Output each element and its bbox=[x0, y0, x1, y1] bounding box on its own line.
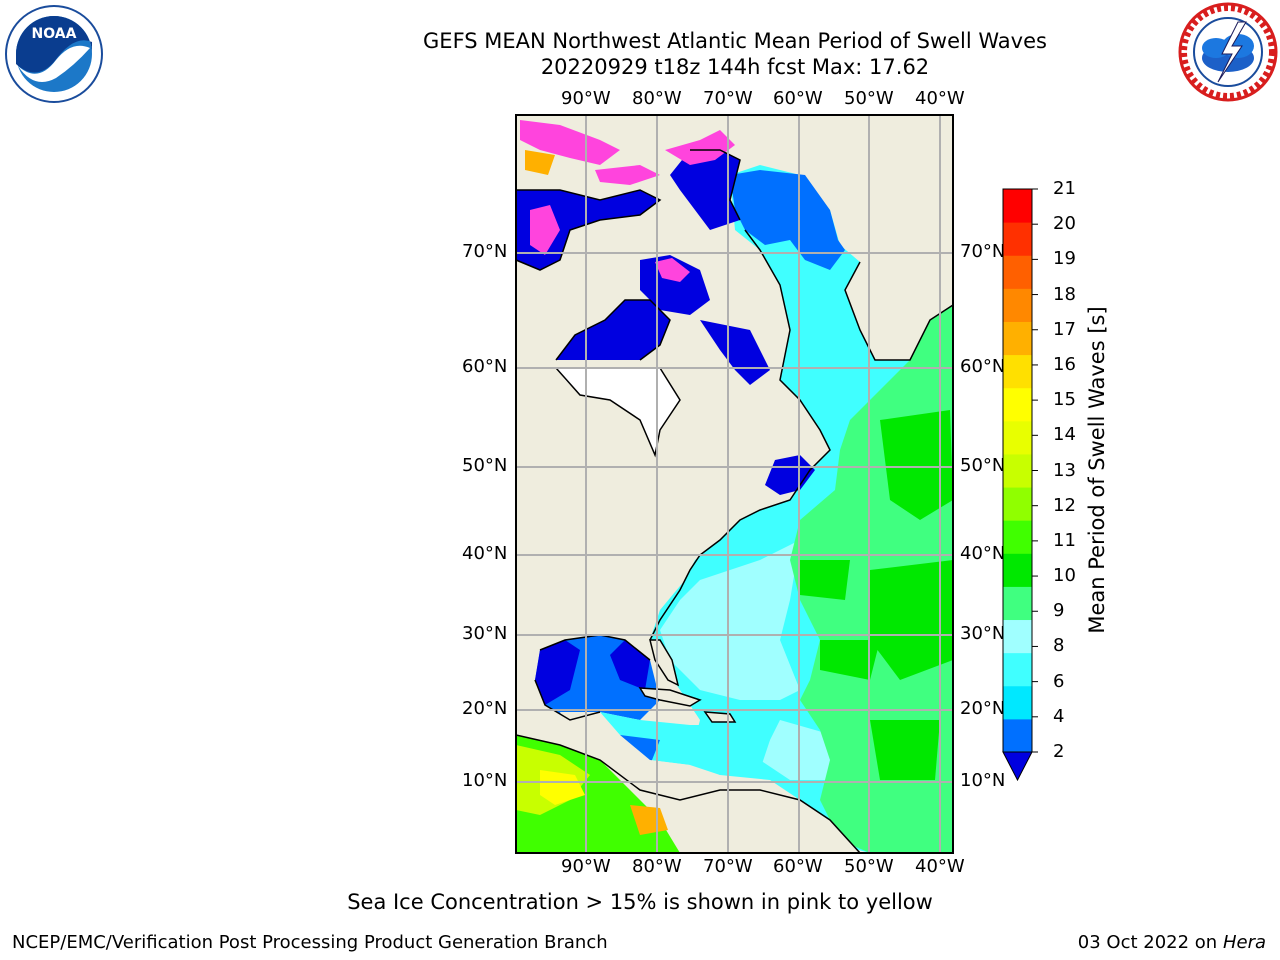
footer-credit: NCEP/EMC/Verification Post Processing Pr… bbox=[12, 932, 608, 953]
lon-label-top: 60°W bbox=[773, 88, 823, 109]
colorbar-segment bbox=[1003, 420, 1032, 455]
lat-label-left: 20°N bbox=[462, 698, 508, 719]
nws-logo bbox=[1178, 2, 1278, 102]
colorbar-title: Mean Period of Swell Waves [s] bbox=[1085, 306, 1109, 634]
caribbean-blue bbox=[620, 735, 660, 765]
lat-label-right: 30°N bbox=[960, 623, 1006, 644]
footer-host: Hera bbox=[1222, 932, 1266, 953]
south-america-outline bbox=[516, 734, 861, 853]
lat-label-left: 60°N bbox=[462, 356, 508, 377]
colorbar-segment bbox=[1003, 387, 1032, 422]
map-frame bbox=[515, 114, 954, 854]
lon-label-top: 80°W bbox=[632, 88, 682, 109]
lat-label-left: 10°N bbox=[462, 770, 508, 791]
gulf-of-mexico-deep bbox=[535, 640, 580, 705]
lat-label-left: 30°N bbox=[462, 623, 508, 644]
colorbar-under-arrow bbox=[1002, 751, 1033, 782]
colorbar-segment bbox=[1003, 619, 1032, 654]
colorbar-segment bbox=[1003, 520, 1032, 554]
colorbar-tick-label: 4 bbox=[1053, 705, 1065, 727]
hudson-bay bbox=[556, 300, 670, 360]
colorbar-tick-label: 15 bbox=[1053, 389, 1076, 411]
colorbar-tick-label: 18 bbox=[1053, 283, 1076, 305]
colorbar-segment bbox=[1003, 354, 1032, 389]
sea-ice-pink-2 bbox=[665, 130, 735, 165]
sea-ice-orange bbox=[525, 150, 555, 175]
lon-label-bottom: 90°W bbox=[561, 856, 611, 877]
colorbar-segment bbox=[1003, 288, 1032, 322]
lat-label-right: 50°N bbox=[960, 455, 1006, 476]
colorbar-tick-label: 12 bbox=[1053, 494, 1076, 516]
lat-label-left: 70°N bbox=[462, 241, 508, 262]
colorbar-segment bbox=[1003, 652, 1032, 687]
sea-ice-pink-4 bbox=[595, 165, 660, 185]
colorbar-tick-label: 8 bbox=[1053, 635, 1065, 657]
lat-label-left: 50°N bbox=[462, 455, 508, 476]
lon-label-bottom: 60°W bbox=[773, 856, 823, 877]
ocean-zone-light bbox=[660, 540, 800, 700]
svg-text:NOAA: NOAA bbox=[32, 26, 77, 42]
lat-label-right: 60°N bbox=[960, 356, 1006, 377]
colorbar-tick-label: 11 bbox=[1053, 529, 1076, 551]
colorbar-tick-label: 14 bbox=[1053, 424, 1076, 446]
baffin-bay-deep-blue bbox=[670, 150, 740, 230]
colorbar-segment bbox=[1003, 189, 1032, 223]
colorbar-segment bbox=[1003, 222, 1032, 256]
colorbar-tick-label: 2 bbox=[1053, 741, 1065, 762]
colorbar-segment bbox=[1003, 487, 1032, 521]
gulf-st-lawrence bbox=[765, 455, 815, 495]
footer-date-text: 03 Oct 2022 on bbox=[1077, 932, 1223, 953]
ocean-zone-green-dark-2 bbox=[870, 560, 953, 680]
colorbar-tick-label: 21 bbox=[1053, 178, 1076, 199]
colorbar-segment bbox=[1003, 553, 1032, 587]
cuba bbox=[638, 687, 702, 707]
lat-label-left: 40°N bbox=[462, 543, 508, 564]
footer-date: 03 Oct 2022 on Hera bbox=[1078, 932, 1266, 953]
lon-label-bottom: 50°W bbox=[844, 856, 894, 877]
chart-subtitle: 20220929 t18z 144h fcst Max: 17.62 bbox=[540, 55, 930, 79]
foxe-basin-ice bbox=[655, 258, 690, 282]
colorbar-segment bbox=[1003, 255, 1032, 289]
colorbar-tick-label: 19 bbox=[1053, 248, 1076, 270]
colorbar-segment bbox=[1003, 718, 1032, 753]
colorbar-segment bbox=[1003, 453, 1032, 488]
colorbar-tick-label: 20 bbox=[1053, 213, 1076, 235]
colorbar-tick-label: 13 bbox=[1053, 459, 1076, 481]
lat-label-right: 40°N bbox=[960, 543, 1006, 564]
lat-label-right: 20°N bbox=[960, 698, 1006, 719]
pacific-yellow bbox=[540, 770, 585, 805]
ocean-zone-green-dark-5 bbox=[820, 640, 880, 680]
ocean-zone-green-dark-3 bbox=[800, 560, 850, 600]
lon-label-bottom: 80°W bbox=[632, 856, 682, 877]
ocean-zone-green-dark bbox=[880, 410, 953, 520]
ocean-zone-green-dark-4 bbox=[870, 720, 940, 780]
colorbar-tick-label: 6 bbox=[1053, 670, 1065, 692]
colorbar-segment bbox=[1003, 685, 1032, 720]
lon-label-top: 90°W bbox=[561, 88, 611, 109]
colorbar-segment bbox=[1003, 586, 1032, 621]
labrador-sea-blue bbox=[730, 170, 845, 270]
lon-label-top: 70°W bbox=[703, 88, 753, 109]
sea-ice-pink-3 bbox=[530, 205, 560, 255]
lon-label-bottom: 70°W bbox=[703, 856, 753, 877]
lon-label-top: 50°W bbox=[844, 88, 894, 109]
colorbar-tick-label: 9 bbox=[1053, 600, 1065, 622]
colorbar-tick-label: 16 bbox=[1053, 353, 1076, 375]
pacific-orange bbox=[630, 805, 668, 835]
colorbar-tick-label: 10 bbox=[1053, 565, 1076, 587]
lon-label-bottom: 40°W bbox=[915, 856, 965, 877]
graticule bbox=[516, 115, 953, 853]
chart-title: GEFS MEAN Northwest Atlantic Mean Period… bbox=[423, 29, 1047, 53]
colorbar-segment bbox=[1003, 321, 1032, 356]
sea-ice-pink bbox=[520, 120, 620, 165]
lat-label-right: 70°N bbox=[960, 241, 1006, 262]
colorbar-tick-label: 17 bbox=[1053, 318, 1076, 340]
noaa-logo: NOAA bbox=[5, 5, 103, 103]
lat-label-right: 10°N bbox=[960, 770, 1006, 791]
lon-label-top: 40°W bbox=[915, 88, 965, 109]
greenland-outline bbox=[844, 261, 953, 361]
sea-ice-caption: Sea Ice Concentration > 15% is shown in … bbox=[347, 890, 933, 914]
